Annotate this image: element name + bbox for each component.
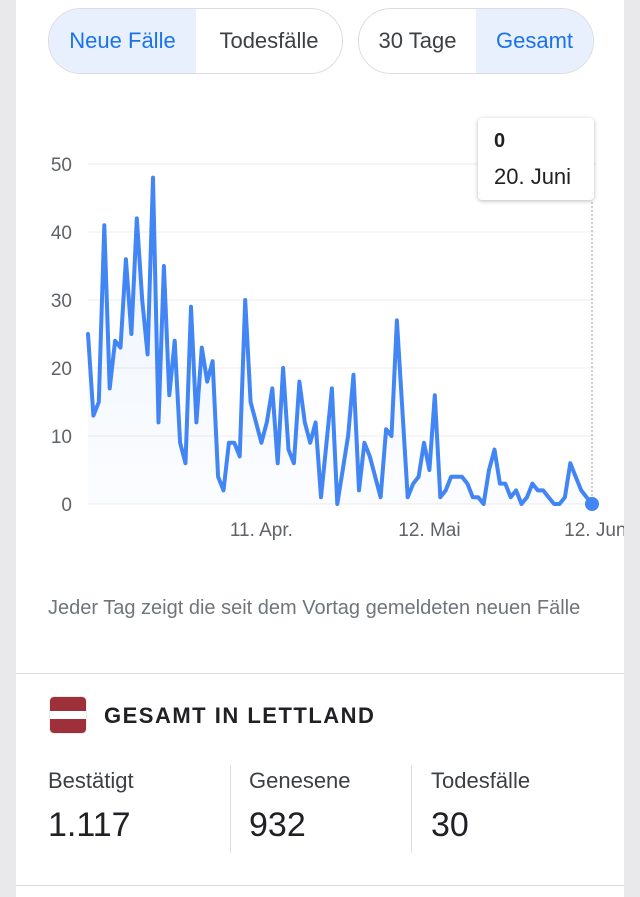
stat-recovered-value: 932 [249,806,306,844]
divider [16,673,624,674]
y-tick-label: 0 [61,495,72,516]
tooltip-value: 0 [494,130,506,152]
y-tick-label: 20 [51,359,72,380]
x-tick-label: 11. Apr. [230,520,293,541]
series-area [88,177,592,504]
stat-confirmed-label: Bestätigt [48,768,134,793]
y-tick-label: 10 [51,427,72,448]
stat-recovered: Genesene 932 [249,768,351,845]
section-title: GESAMT IN LETTLAND [104,703,376,728]
tab-new-cases[interactable]: Neue Fälle [49,9,196,73]
y-tick-label: 50 [51,155,72,176]
stat-confirmed: Bestätigt 1.117 [48,768,134,845]
y-tick-label: 30 [51,291,72,312]
tooltip-date: 20. Juni [494,164,572,189]
metric-toggle: Neue Fälle Todesfälle [48,8,343,74]
x-tick-label: 12. Mai [398,520,460,541]
x-tick-label: 12. Juni [564,520,624,541]
stat-deaths: Todesfälle 30 [431,768,530,845]
tab-deaths[interactable]: Todesfälle [196,9,342,73]
stat-deaths-label: Todesfälle [431,768,531,793]
stat-deaths-value: 30 [431,806,469,844]
stat-separator [411,765,412,853]
y-tick-label: 40 [51,223,72,244]
latvia-flag-icon [50,697,86,733]
tab-total[interactable]: Gesamt [476,9,593,73]
chart-caption: Jeder Tag zeigt die seit dem Vortag geme… [48,597,581,619]
divider [16,885,624,886]
range-toggle: 30 Tage Gesamt [358,8,594,74]
chart-tooltip: 0 20. Juni [478,118,594,200]
tab-30-days[interactable]: 30 Tage [359,9,476,73]
stat-confirmed-value: 1.117 [48,806,131,844]
covid-stats-card: Neue Fälle Todesfälle 30 Tage Gesamt 0 10… [16,0,624,897]
stat-recovered-label: Genesene [249,768,351,793]
cases-line-chart[interactable]: 0 10 20 30 40 50 11. Apr. 12. Mai 12. Juni [16,110,624,550]
series-line [86,175,594,506]
stat-separator [230,765,231,853]
last-point-marker [585,497,599,511]
